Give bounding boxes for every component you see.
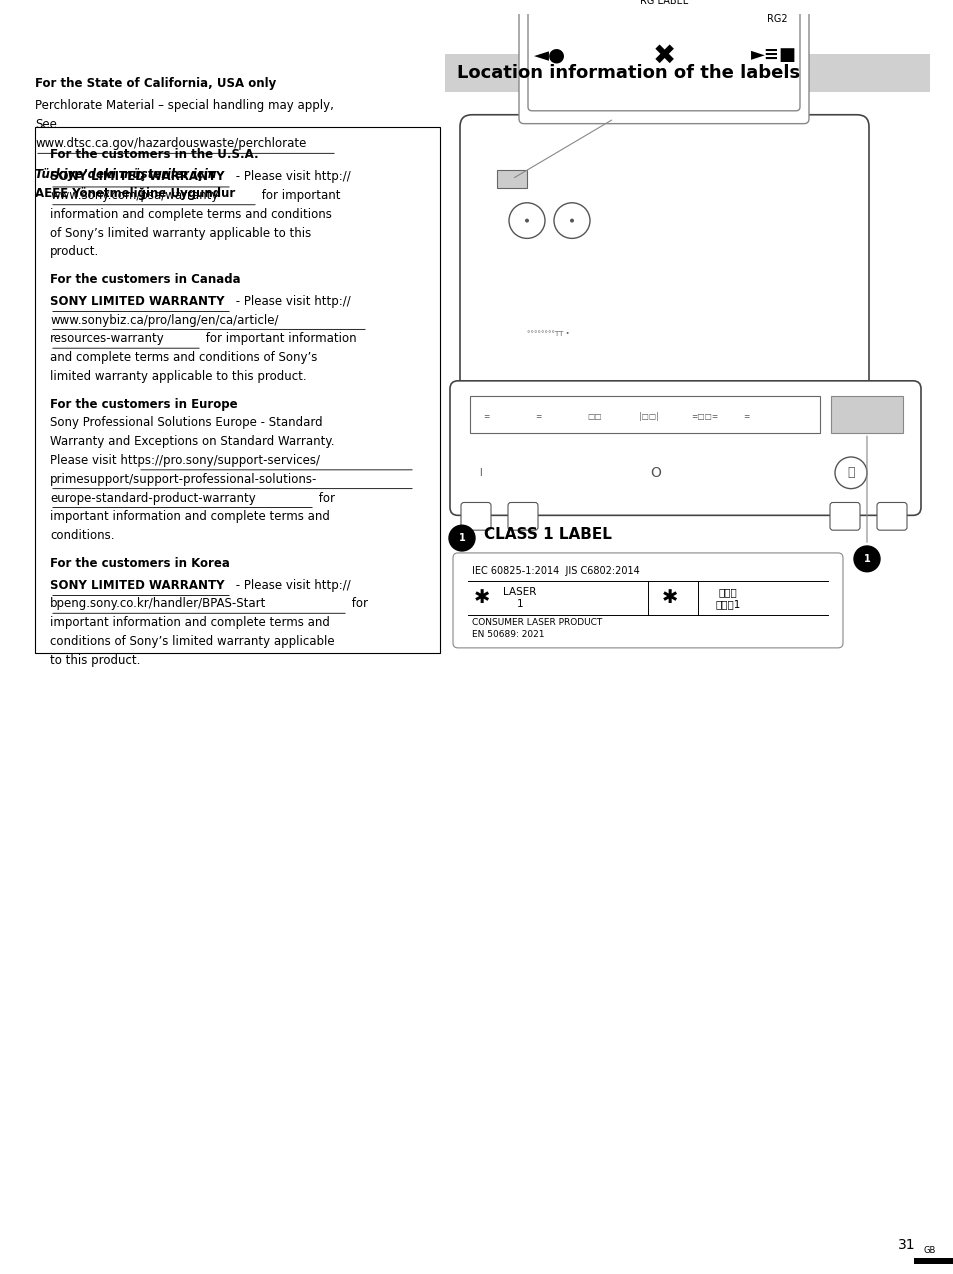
Text: information and complete terms and conditions: information and complete terms and condi… — [50, 208, 332, 220]
Text: =: = — [482, 412, 489, 420]
Text: =: = — [742, 412, 749, 420]
Text: europe-standard-product-warranty: europe-standard-product-warranty — [50, 492, 255, 505]
FancyBboxPatch shape — [453, 553, 842, 648]
Text: For the State of California, USA only: For the State of California, USA only — [35, 78, 276, 90]
Circle shape — [449, 525, 475, 550]
Circle shape — [569, 219, 574, 223]
Text: Warranty and Exceptions on Standard Warranty.: Warranty and Exceptions on Standard Warr… — [50, 436, 335, 448]
Text: important information and complete terms and: important information and complete terms… — [50, 511, 330, 524]
FancyBboxPatch shape — [35, 126, 439, 652]
Text: LASER
1: LASER 1 — [503, 587, 537, 609]
FancyBboxPatch shape — [507, 502, 537, 530]
Text: For the customers in Canada: For the customers in Canada — [50, 273, 240, 285]
Text: l: l — [478, 468, 481, 478]
Text: AEEE Yönetmeliğine Uygundur: AEEE Yönetmeliğine Uygundur — [35, 187, 235, 200]
Text: Perchlorate Material – special handling may apply,: Perchlorate Material – special handling … — [35, 99, 334, 112]
FancyBboxPatch shape — [527, 4, 800, 111]
Text: ◄●: ◄● — [534, 46, 565, 65]
Text: SONY LIMITED WARRANTY: SONY LIMITED WARRANTY — [50, 578, 224, 591]
Text: Please visit https://pro.sony/support-services/: Please visit https://pro.sony/support-se… — [50, 454, 319, 468]
Text: ✱: ✱ — [474, 589, 490, 608]
FancyBboxPatch shape — [830, 396, 902, 433]
FancyBboxPatch shape — [497, 171, 526, 189]
FancyBboxPatch shape — [518, 0, 808, 124]
Text: primesupport/support-professional-solutions-: primesupport/support-professional-soluti… — [50, 473, 317, 485]
Text: resources-warranty: resources-warranty — [50, 333, 165, 345]
Text: GB: GB — [923, 1246, 935, 1255]
FancyBboxPatch shape — [876, 502, 906, 530]
Text: EN 50689: 2021: EN 50689: 2021 — [472, 631, 544, 640]
Text: For the customers in Korea: For the customers in Korea — [50, 557, 230, 569]
FancyBboxPatch shape — [460, 502, 491, 530]
Text: ►≡■: ►≡■ — [750, 46, 796, 65]
Text: =: = — [535, 412, 540, 420]
Text: ✱: ✱ — [661, 589, 678, 608]
Text: Sony Professional Solutions Europe - Standard: Sony Professional Solutions Europe - Sta… — [50, 417, 322, 429]
Text: O: O — [649, 466, 660, 480]
FancyBboxPatch shape — [450, 381, 920, 516]
Text: www.dtsc.ca.gov/hazardouswaste/perchlorate: www.dtsc.ca.gov/hazardouswaste/perchlora… — [35, 136, 306, 149]
Text: - Please visit http://: - Please visit http:// — [232, 578, 351, 591]
Text: 31: 31 — [898, 1238, 915, 1252]
Circle shape — [853, 547, 879, 572]
Text: RG2: RG2 — [766, 14, 787, 24]
Text: for: for — [314, 492, 335, 505]
Text: ✖: ✖ — [652, 41, 675, 69]
Text: CLASS 1 LABEL: CLASS 1 LABEL — [483, 526, 611, 541]
Text: IEC 60825-1:2014  JIS C6802:2014: IEC 60825-1:2014 JIS C6802:2014 — [472, 566, 639, 576]
Text: |□□|: |□□| — [639, 412, 659, 420]
Text: limited warranty applicable to this product.: limited warranty applicable to this prod… — [50, 369, 306, 383]
Circle shape — [524, 219, 529, 223]
Text: to this product.: to this product. — [50, 654, 140, 666]
Text: bpeng.sony.co.kr/handler/BPAS-Start: bpeng.sony.co.kr/handler/BPAS-Start — [50, 598, 266, 610]
FancyBboxPatch shape — [459, 115, 868, 391]
Text: 1: 1 — [458, 533, 465, 543]
Text: CONSUMER LASER PRODUCT: CONSUMER LASER PRODUCT — [472, 618, 601, 627]
Text: レーザ
クラス1: レーザ クラス1 — [715, 587, 740, 609]
Text: □□: □□ — [586, 412, 601, 420]
Text: - Please visit http://: - Please visit http:// — [232, 294, 351, 308]
Text: See: See — [35, 117, 57, 131]
Text: SONY LIMITED WARRANTY: SONY LIMITED WARRANTY — [50, 294, 224, 308]
Text: SONY LIMITED WARRANTY: SONY LIMITED WARRANTY — [50, 171, 224, 183]
FancyBboxPatch shape — [444, 55, 929, 92]
Text: product.: product. — [50, 246, 99, 259]
Text: for important information: for important information — [202, 333, 356, 345]
Text: ⏻: ⏻ — [846, 466, 854, 479]
Text: for: for — [348, 598, 368, 610]
FancyBboxPatch shape — [829, 502, 859, 530]
Text: 1: 1 — [862, 554, 869, 564]
Text: Türkiye’deki müşteriler için: Türkiye’deki müşteriler için — [35, 168, 216, 181]
Text: conditions of Sony’s limited warranty applicable: conditions of Sony’s limited warranty ap… — [50, 634, 335, 648]
Text: conditions.: conditions. — [50, 529, 114, 543]
Text: =□□=: =□□= — [690, 412, 718, 420]
Text: important information and complete terms and: important information and complete terms… — [50, 617, 330, 629]
Text: www.sonybiz.ca/pro/lang/en/ca/article/: www.sonybiz.ca/pro/lang/en/ca/article/ — [50, 313, 278, 326]
Bar — [913, 1259, 953, 1264]
Text: °°°°°°°°TT •: °°°°°°°°TT • — [526, 331, 569, 338]
Text: Location information of the labels: Location information of the labels — [456, 64, 800, 83]
Text: www.sony.com/psa/warranty: www.sony.com/psa/warranty — [50, 189, 218, 203]
Text: For the customers in Europe: For the customers in Europe — [50, 397, 237, 410]
Text: for important: for important — [257, 189, 340, 203]
Text: - Please visit http://: - Please visit http:// — [232, 171, 351, 183]
Text: For the customers in the U.S.A.: For the customers in the U.S.A. — [50, 148, 258, 162]
Text: RG LABEL: RG LABEL — [639, 0, 687, 6]
FancyBboxPatch shape — [470, 396, 820, 433]
Text: and complete terms and conditions of Sony’s: and complete terms and conditions of Son… — [50, 352, 317, 364]
Text: of Sony’s limited warranty applicable to this: of Sony’s limited warranty applicable to… — [50, 227, 311, 240]
